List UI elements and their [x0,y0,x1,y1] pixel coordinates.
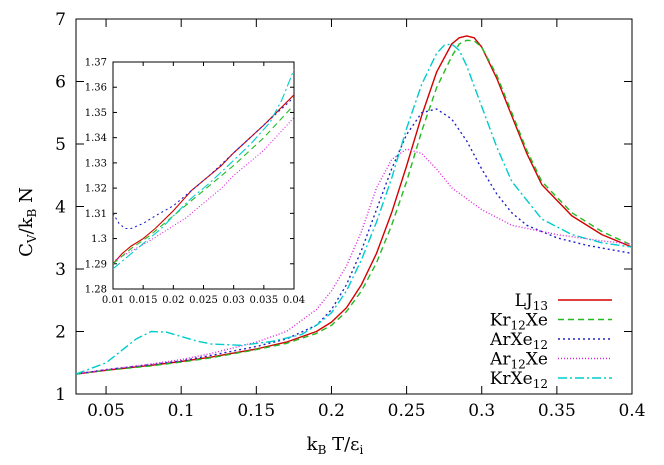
y-tick-label: 4 [55,198,66,218]
inset-x-tick-label: 0.02 [162,295,184,306]
inset-x-tick-label: 0.04 [283,295,305,306]
inset-x-tick-label: 0.015 [129,295,158,306]
legend-label-KrXe12: KrXe12 [490,369,548,391]
inset-x-tick-label: 0.01 [102,295,124,306]
inset-plot: 0.01 0.015 0.02 0.025 0.03 0.035 0.04 1.28 1.29 1… [85,58,305,307]
inset-series-line-ArXe12 [113,96,294,230]
main-series [76,35,632,375]
series-line-ArXe12 [76,108,632,375]
inset-y-tick-label: 1.29 [85,259,107,270]
inset-y-tick-label: 1.34 [85,133,107,144]
y-tick-label: 7 [55,10,66,30]
x-tick-label: 0.35 [538,401,576,421]
y-axis-label: CV/kB N [16,187,39,257]
x-tick-label: 0.15 [237,401,275,421]
inset-y-tick-label: 1.3 [91,234,107,245]
inset-x-tick-label: 0.03 [223,295,245,306]
inset-series-line-KrXe12 [113,69,294,270]
legend-label-Kr12Xe: Kr12Xe [490,311,548,333]
y-tick-label: 2 [55,323,66,343]
x-tick-label: 0.1 [168,401,195,421]
y-tick-label: 6 [55,73,66,93]
x-tick-label: 0.2 [318,401,345,421]
inset-y-tick-label: 1.31 [85,209,107,220]
series-line-Ar12Xe [76,148,632,375]
inset-series-line-Ar12Xe [113,117,294,262]
legend-label-LJ13: LJ13 [515,291,548,313]
inset-series-line-Kr12Xe [113,104,294,265]
inset-y-tick-label: 1.32 [85,184,107,195]
inset-x-tick-label: 0.035 [250,295,279,306]
x-tick-label: 0.25 [388,401,426,421]
inset-frame [112,61,295,290]
x-axis-label: kB T/εi [307,434,364,457]
y-tick-label: 1 [55,385,66,405]
series-line-LJ13 [76,35,632,375]
inset-y-tick-label: 1.33 [85,158,107,169]
inset-y-tick-label: 1.36 [85,83,107,94]
x-tick-label: 0.4 [618,401,645,421]
x-tick-label: 0.05 [87,401,125,421]
inset-y-tick-label: 1.35 [85,108,107,119]
series-line-KrXe12 [76,43,632,375]
inset-y-tick-label: 1.28 [85,285,107,296]
y-tick-label: 5 [55,135,66,155]
legend-label-Ar12Xe: Ar12Xe [489,350,548,372]
x-tick-label: 0.3 [468,401,495,421]
inset-y-tick-label: 1.37 [85,58,107,69]
y-tick-label: 3 [55,260,66,280]
series-line-Kr12Xe [76,39,632,375]
inset-x-tick-label: 0.025 [189,295,218,306]
legend-label-ArXe12: ArXe12 [489,330,548,352]
